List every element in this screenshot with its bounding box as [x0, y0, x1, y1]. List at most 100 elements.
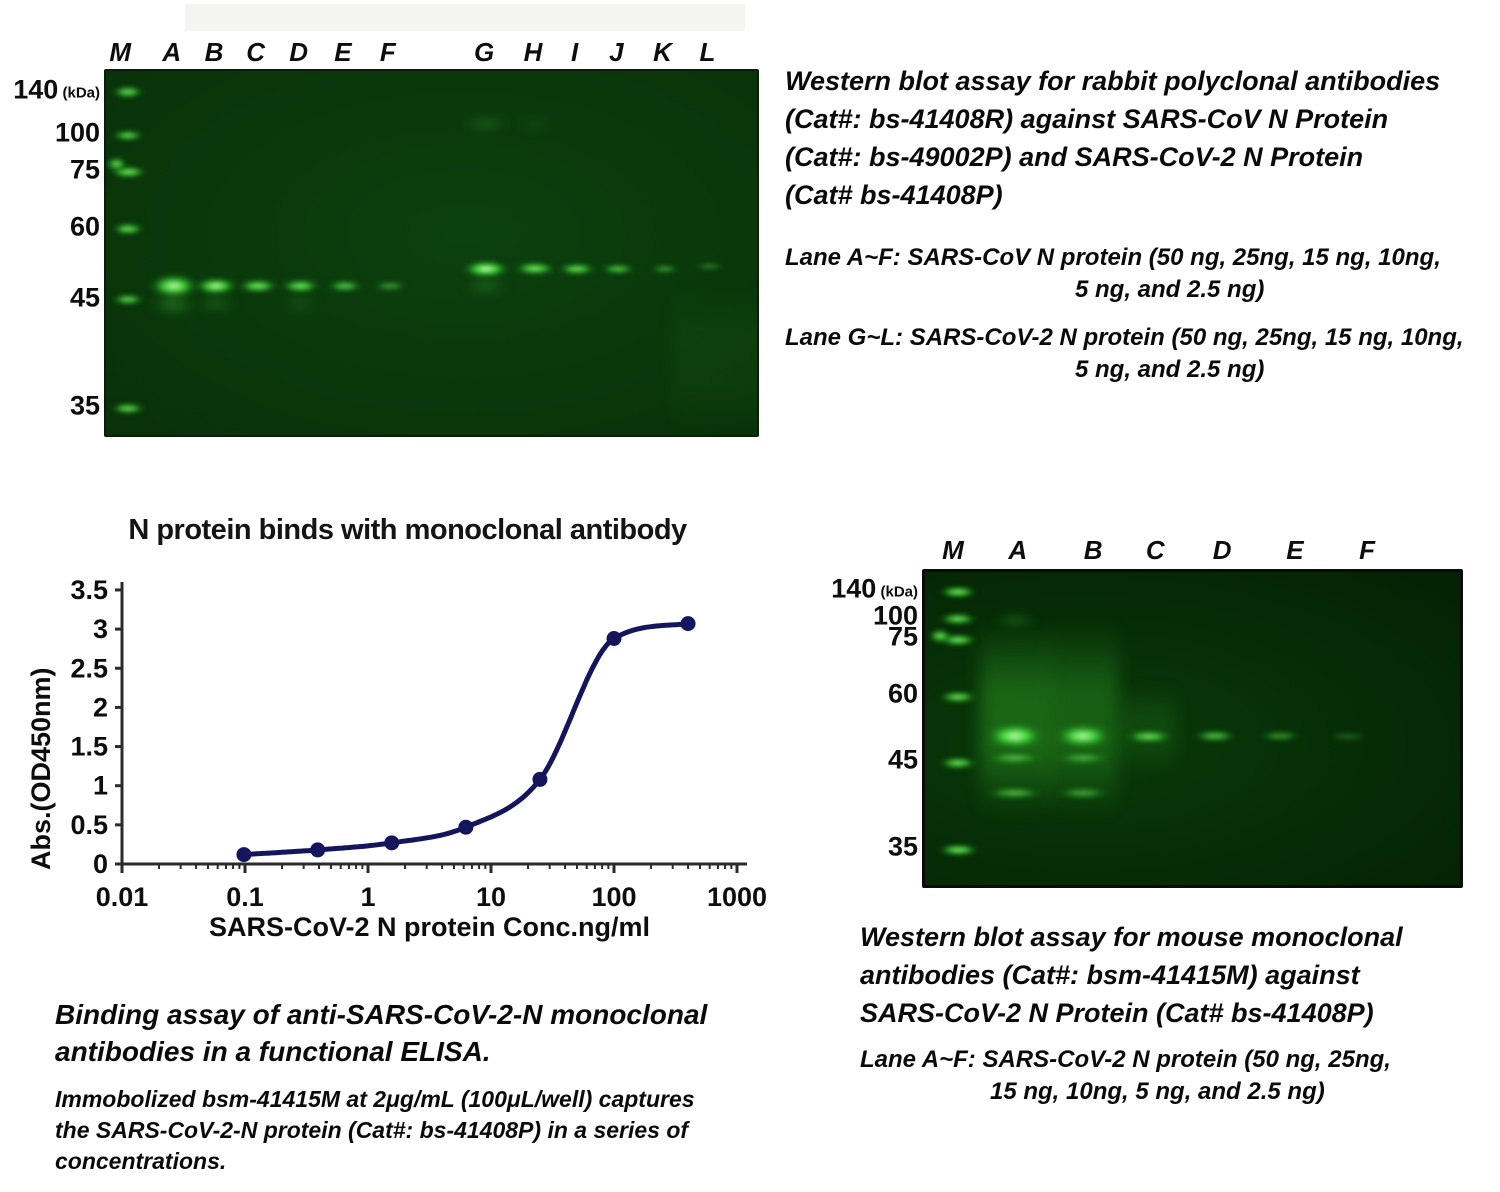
gel-band — [985, 786, 1045, 799]
lane-label-d: D — [289, 37, 309, 67]
gel-band — [279, 278, 322, 293]
wb2-molecular-weight-labels: 140 (kDa) 100 75 60 45 35 — [831, 569, 918, 882]
gel-band — [106, 157, 129, 172]
tick-label: 0.5 — [70, 810, 108, 840]
tick-label: 1000 — [707, 882, 767, 912]
wb1-lane-gl-line: 5 ng, and 2.5 ng) — [1075, 356, 1265, 383]
scan-artifact-strip — [185, 4, 745, 31]
tick-label: 2.5 — [70, 653, 108, 683]
gel-band — [1258, 731, 1303, 741]
gel-band — [1326, 731, 1371, 741]
gel-lane-smear — [1122, 684, 1176, 773]
gel-lane-smear — [672, 282, 757, 435]
lane-label-e: E — [334, 37, 352, 67]
chart-y-axis-label: Abs.(OD450nm) — [26, 667, 56, 870]
mw-label-60kda: 60 — [887, 678, 918, 709]
elisa-curve-plot: 0.01 0.1 1 10 100 1000 0 0.5 1 1.5 2 2.5 3 3.5 — [70, 575, 767, 912]
gel-band — [148, 295, 199, 312]
elisa-title-line: antibodies in a functional ELISA. — [55, 1036, 491, 1067]
gel-band — [1052, 724, 1113, 748]
kda-unit-label: (kDa) — [876, 583, 918, 601]
lane-label-g: G — [474, 37, 495, 67]
gel-band — [111, 294, 146, 306]
gel-band — [111, 222, 146, 235]
gel-band — [648, 264, 681, 273]
tick-label: 0 — [93, 849, 108, 879]
elisa-body-line: the SARS-CoV-2-N protein (Cat#: bs-41408… — [55, 1117, 689, 1143]
lane-label-l: L — [699, 37, 716, 67]
gel-band — [147, 273, 200, 298]
gel-band — [463, 279, 509, 291]
gel-band — [281, 298, 321, 309]
lane-label-b: B — [1083, 535, 1103, 565]
lane-label-h: H — [523, 37, 543, 67]
tick-label: 0.01 — [96, 882, 149, 912]
elisa-body-line: Immobolized bsm-41415M at 2μg/mL (100μL/… — [55, 1086, 695, 1112]
wb1-title-line: Western blot assay for rabbit polyclonal… — [785, 66, 1441, 96]
wb1-lane-af-line: Lane A~F: SARS-CoV N protein (50 ng, 25n… — [785, 244, 1441, 271]
wb2-title-line: antibodies (Cat#: bsm-41415M) against — [860, 960, 1360, 990]
data-point — [680, 616, 696, 632]
lane-label-b: B — [204, 37, 224, 67]
wb2-caption: Western blot assay for mouse monoclonal … — [860, 918, 1480, 1108]
lane-label-d: D — [1212, 535, 1232, 565]
gel-band — [1054, 751, 1111, 764]
tick-label: 3.5 — [70, 575, 108, 605]
lane-label-j: J — [609, 37, 624, 67]
gel-band — [1191, 730, 1238, 742]
gel-band — [371, 280, 408, 291]
lane-label-f: F — [1359, 535, 1376, 565]
wb1-lane-af-line: 5 ng, and 2.5 ng) — [1075, 276, 1265, 303]
wb1-gel-image — [104, 69, 759, 437]
gel-lane-smear — [1048, 622, 1118, 817]
wb2-title-line: Western blot assay for mouse monoclonal — [860, 922, 1403, 952]
wb1-title-line: (Cat#: bs-41408R) against SARS-CoV N Pro… — [785, 104, 1389, 134]
data-point — [606, 630, 622, 646]
data-point — [310, 842, 326, 858]
tick-label: 2 — [93, 692, 108, 722]
gel-band — [111, 86, 146, 99]
tick-label: 1 — [360, 882, 375, 912]
tick-label: 0.1 — [226, 882, 264, 912]
chart-title: N protein binds with monoclonal antibody — [128, 514, 687, 546]
lane-label-a: A — [1008, 535, 1028, 565]
mw-label-45kda: 45 — [69, 282, 100, 313]
gel-band — [990, 614, 1039, 625]
gel-band — [1054, 786, 1111, 799]
elisa-caption: Binding assay of anti-SARS-CoV-2-N monoc… — [55, 996, 775, 1177]
gel-band — [109, 402, 147, 414]
elisa-title-line: Binding assay of anti-SARS-CoV-2-N monoc… — [55, 999, 708, 1030]
elisa-chart: N protein binds with monoclonal antibody… — [26, 512, 775, 962]
lane-label-m: M — [109, 37, 132, 67]
wb2-lane-af-line: Lane A~F: SARS-CoV-2 N protein (50 ng, 2… — [860, 1046, 1391, 1073]
gel-band — [556, 262, 597, 275]
mw-label-60kda: 60 — [69, 211, 100, 242]
data-point — [236, 847, 252, 863]
gel-band — [938, 586, 979, 599]
elisa-body-line: concentrations. — [55, 1148, 227, 1174]
lane-label-e: E — [1286, 535, 1304, 565]
lane-label-m: M — [942, 535, 964, 565]
gel-band — [985, 751, 1045, 764]
gel-band — [1124, 729, 1175, 743]
gel-band — [111, 129, 146, 141]
tick-label: 1 — [93, 771, 108, 801]
wb1-title-line: (Cat#: bs-49002P) and SARS-CoV-2 N Prote… — [785, 142, 1364, 172]
gel-band — [326, 279, 364, 292]
wb2-title-line: SARS-CoV-2 N Protein (Cat# bs-41408P) — [860, 998, 1374, 1028]
lane-label-c: C — [1145, 535, 1165, 565]
gel-band — [938, 690, 979, 703]
gel-band — [938, 756, 979, 769]
tick-label: 3 — [93, 614, 108, 644]
mw-label-75kda: 75 — [69, 154, 100, 185]
data-point — [458, 819, 474, 835]
mw-label-35kda: 35 — [887, 831, 918, 862]
gel-band — [936, 843, 980, 856]
mw-label-100kda: 100 — [54, 117, 100, 148]
gel-band — [927, 628, 952, 643]
lane-label-k: K — [653, 37, 672, 67]
gel-band — [600, 263, 637, 274]
lane-label-c: C — [246, 37, 266, 67]
chart-x-axis-label: SARS-CoV-2 N protein Conc.ng/ml — [208, 912, 651, 942]
